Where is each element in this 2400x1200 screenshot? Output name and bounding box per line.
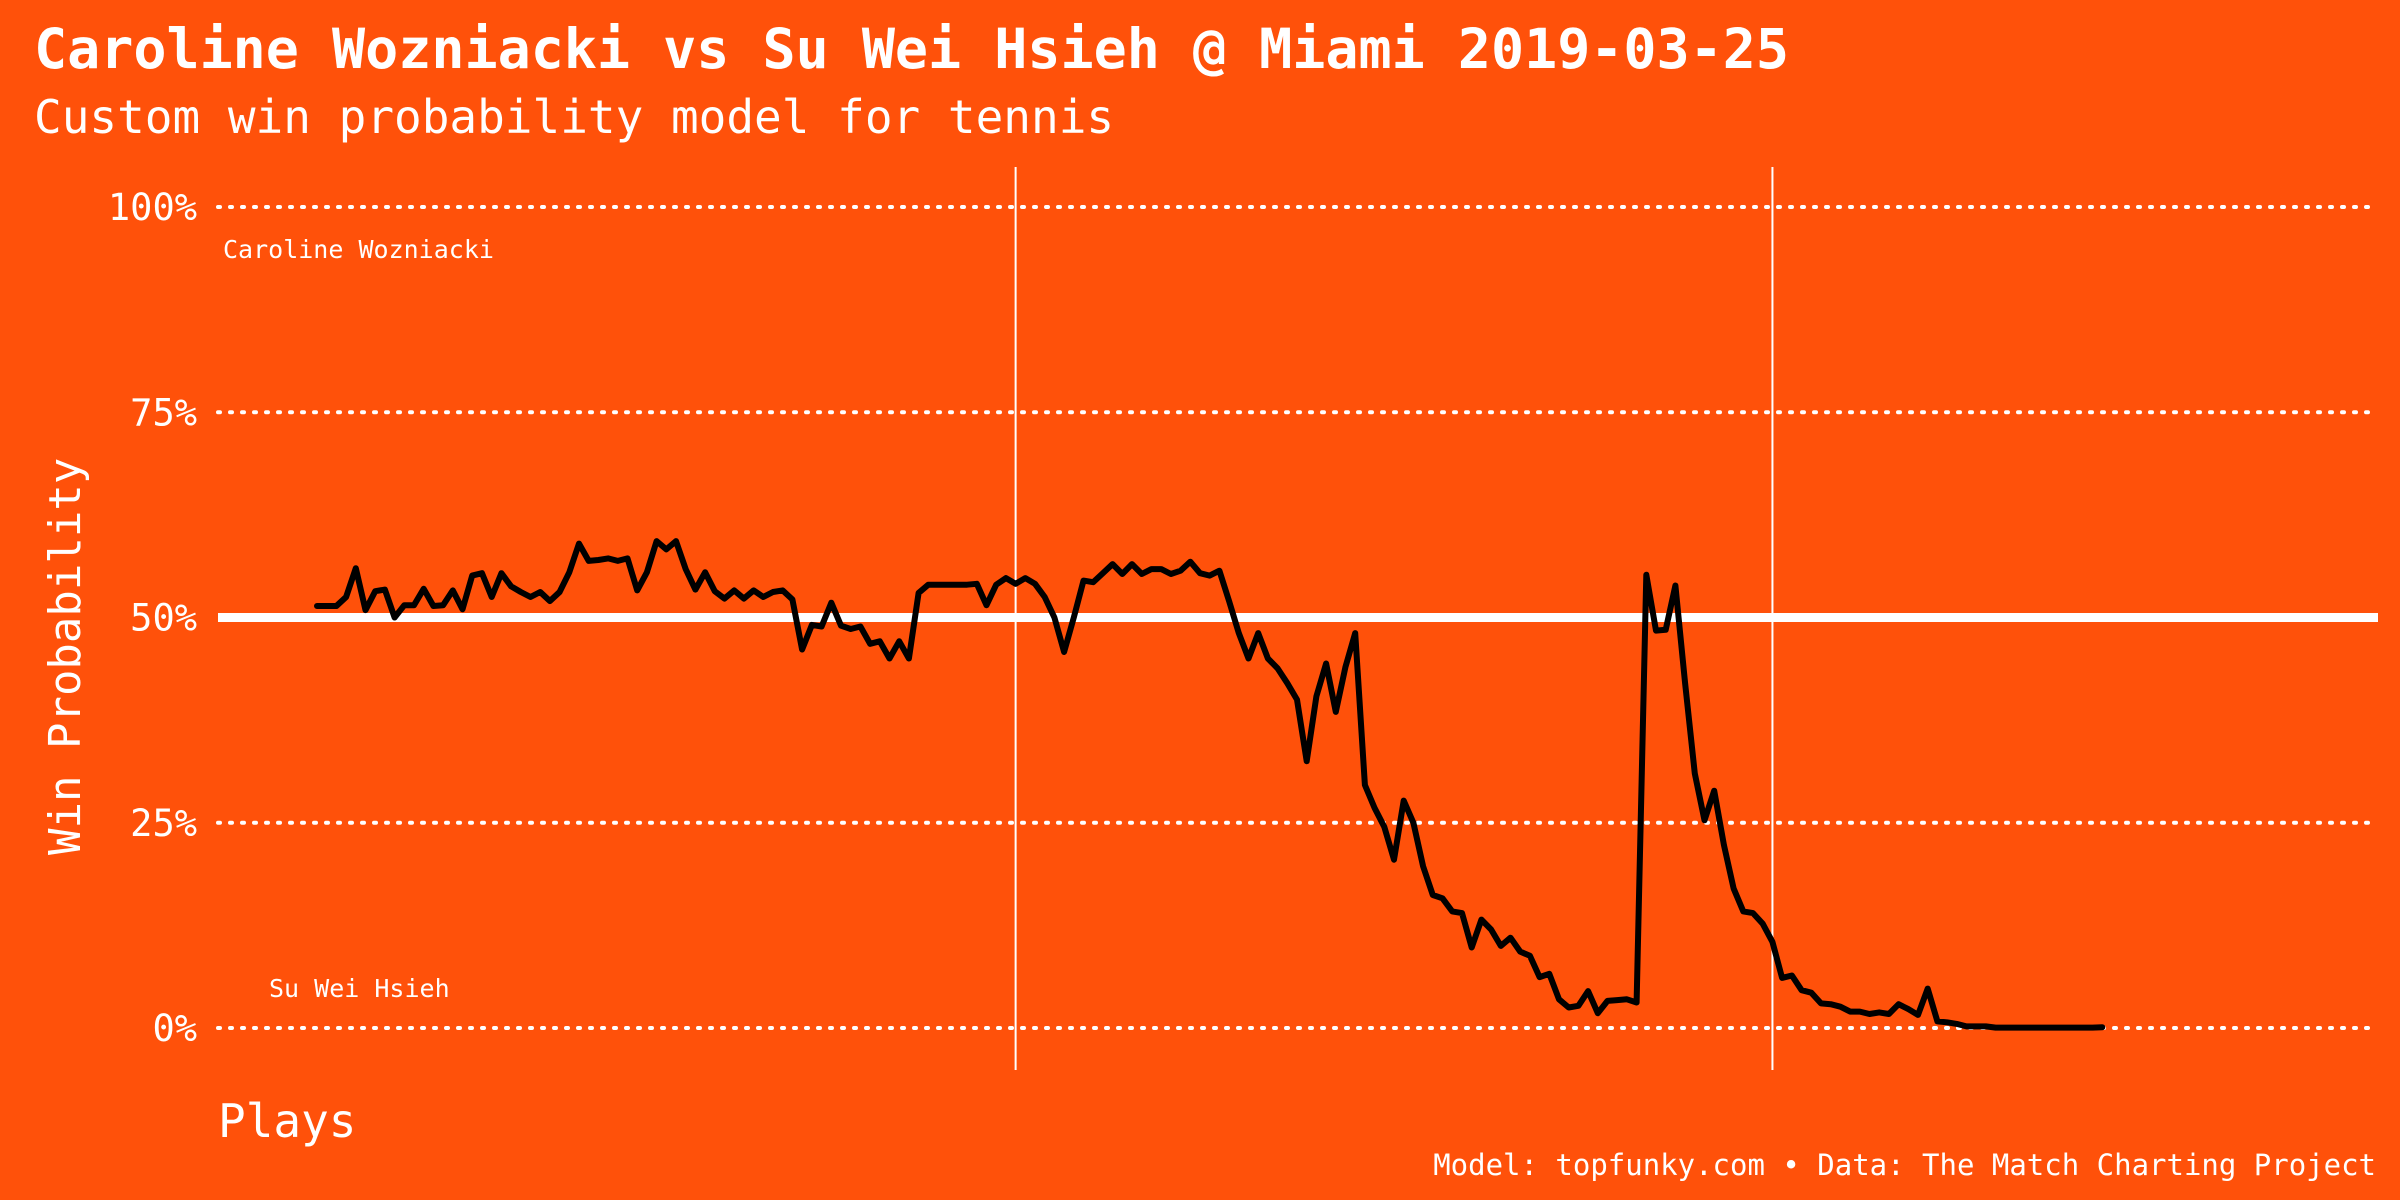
win-probability-line [314, 538, 2106, 1031]
y-tick-label: 100% [108, 186, 197, 229]
top-player-label: Caroline Wozniacki [223, 235, 494, 264]
y-tick-label: 75% [130, 391, 197, 434]
y-axis-ticks: 0% 25% 50% 75% 100% [108, 186, 197, 1050]
y-tick-label: 0% [152, 1007, 197, 1050]
bottom-player-label: Su Wei Hsieh [269, 974, 450, 1003]
y-tick-label: 50% [130, 597, 197, 640]
chart-subtitle: Custom win probability model for tennis [34, 90, 1114, 144]
y-tick-label: 25% [130, 802, 197, 845]
y-axis-label: Win Probability [40, 458, 91, 855]
chart-title: Caroline Wozniacki vs Su Wei Hsieh @ Mia… [34, 17, 1789, 81]
x-axis-label: Plays [218, 1094, 356, 1148]
caption: Model: topfunky.com • Data: The Match Ch… [1433, 1148, 2376, 1182]
